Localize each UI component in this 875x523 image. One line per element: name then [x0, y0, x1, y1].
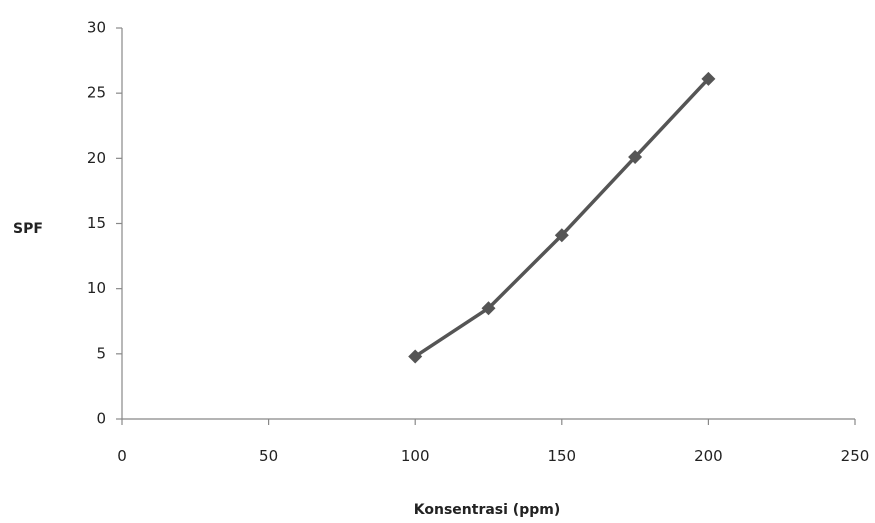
data-point-marker — [408, 349, 423, 364]
data-point-marker — [628, 150, 643, 165]
y-tick-label: 5 — [96, 344, 106, 362]
data-point-marker — [481, 301, 496, 316]
y-tick-label: 30 — [87, 19, 106, 37]
x-axis-title: Konsentrasi (ppm) — [414, 502, 560, 518]
x-tick-label: 50 — [259, 447, 278, 465]
x-tick-label: 0 — [117, 447, 127, 465]
x-tick-label: 100 — [401, 447, 430, 465]
x-tick-label: 250 — [841, 447, 870, 465]
x-tick-label: 200 — [694, 447, 723, 465]
y-tick-label: 20 — [87, 149, 106, 167]
data-point-marker — [701, 71, 716, 86]
y-tick-label: 25 — [87, 84, 106, 102]
y-tick-label: 0 — [96, 410, 106, 428]
series-line — [414, 77, 710, 358]
x-tick-label: 150 — [547, 447, 576, 465]
y-axis-title: SPF — [13, 221, 43, 237]
x-axis-ticks: 0 50 100 150 200 250 — [117, 419, 869, 465]
series-layer — [408, 71, 716, 364]
y-axis-ticks: 0 5 10 15 20 25 30 — [87, 19, 122, 428]
data-point-marker — [554, 228, 569, 243]
y-tick-label: 15 — [87, 214, 106, 232]
y-tick-label: 10 — [87, 279, 106, 297]
